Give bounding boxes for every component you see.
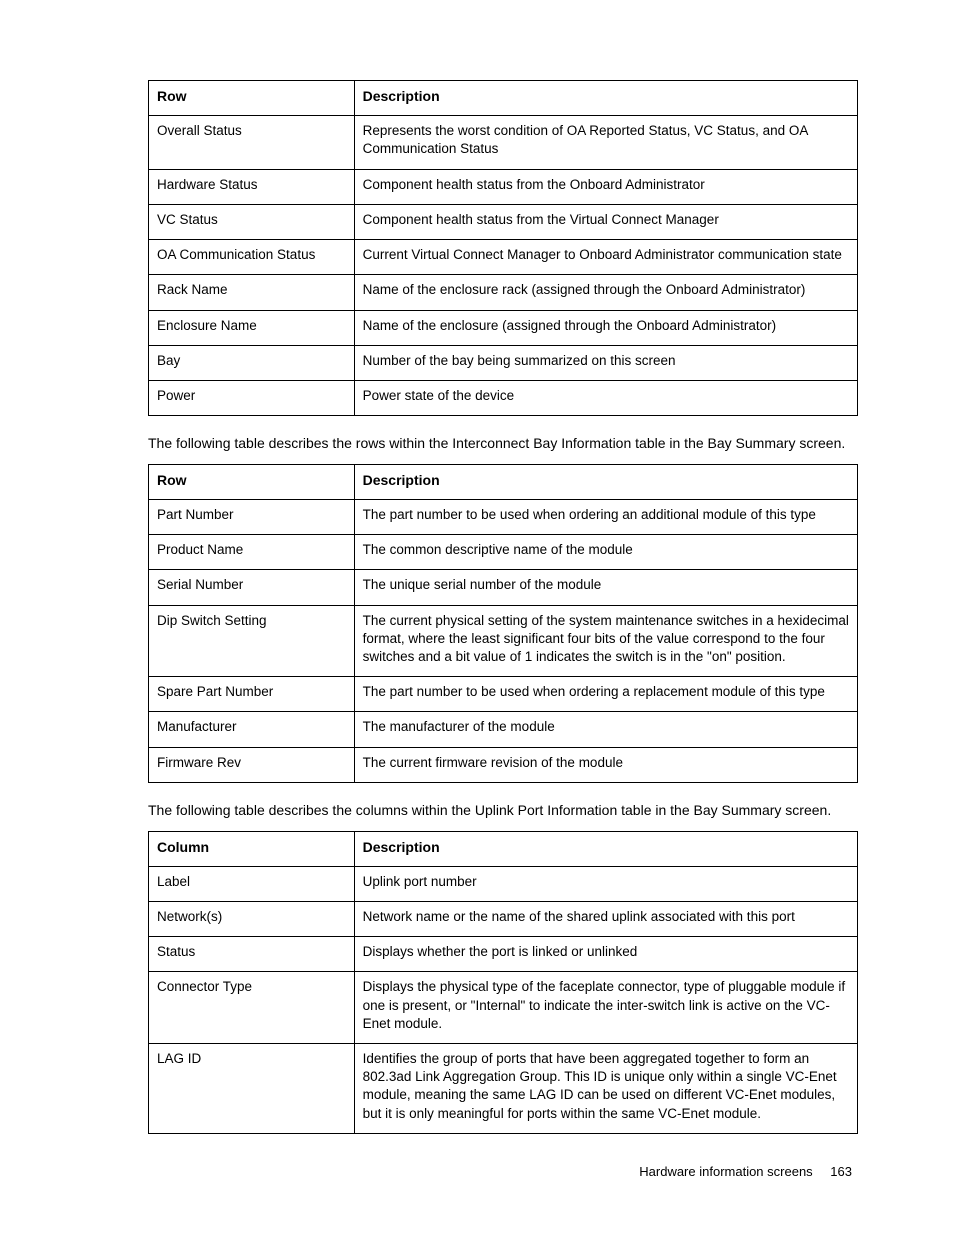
table-row: LabelUplink port number bbox=[149, 866, 858, 901]
table-cell: Uplink port number bbox=[354, 866, 857, 901]
table-cell: Part Number bbox=[149, 499, 355, 534]
table-cell: Rack Name bbox=[149, 275, 355, 310]
table-cell: Dip Switch Setting bbox=[149, 605, 355, 677]
table-row: ManufacturerThe manufacturer of the modu… bbox=[149, 712, 858, 747]
table-header-row: Row Description bbox=[149, 464, 858, 499]
table-row: Overall StatusRepresents the worst condi… bbox=[149, 116, 858, 169]
table-row: Part NumberThe part number to be used wh… bbox=[149, 499, 858, 534]
table-cell: Bay bbox=[149, 345, 355, 380]
table-cell: Component health status from the Onboard… bbox=[354, 169, 857, 204]
table-cell: Power bbox=[149, 380, 355, 415]
table-status: Row Description Overall StatusRepresents… bbox=[148, 80, 858, 416]
table-row: Connector TypeDisplays the physical type… bbox=[149, 972, 858, 1044]
table-row: Enclosure NameName of the enclosure (ass… bbox=[149, 310, 858, 345]
table-cell: Manufacturer bbox=[149, 712, 355, 747]
table-cell: Identifies the group of ports that have … bbox=[354, 1044, 857, 1134]
table-cell: LAG ID bbox=[149, 1044, 355, 1134]
table-cell: Label bbox=[149, 866, 355, 901]
table-cell: Hardware Status bbox=[149, 169, 355, 204]
table-header-cell: Row bbox=[149, 464, 355, 499]
table-header-cell: Description bbox=[354, 831, 857, 866]
page-footer: Hardware information screens 163 bbox=[639, 1164, 852, 1179]
footer-page-number: 163 bbox=[830, 1164, 852, 1179]
table-header-cell: Column bbox=[149, 831, 355, 866]
table-cell: The current firmware revision of the mod… bbox=[354, 747, 857, 782]
table-header-row: Row Description bbox=[149, 81, 858, 116]
table-cell: Status bbox=[149, 937, 355, 972]
table-cell: Network name or the name of the shared u… bbox=[354, 901, 857, 936]
table-cell: The common descriptive name of the modul… bbox=[354, 535, 857, 570]
table-row: PowerPower state of the device bbox=[149, 380, 858, 415]
table-cell: Power state of the device bbox=[354, 380, 857, 415]
table-header-cell: Row bbox=[149, 81, 355, 116]
table-cell: Displays whether the port is linked or u… bbox=[354, 937, 857, 972]
table-header-cell: Description bbox=[354, 81, 857, 116]
table-bay-info: Row Description Part NumberThe part numb… bbox=[148, 464, 858, 783]
table-row: Spare Part NumberThe part number to be u… bbox=[149, 677, 858, 712]
table-cell: Name of the enclosure (assigned through … bbox=[354, 310, 857, 345]
table-row: Dip Switch SettingThe current physical s… bbox=[149, 605, 858, 677]
table-cell: OA Communication Status bbox=[149, 240, 355, 275]
table-row: Rack NameName of the enclosure rack (ass… bbox=[149, 275, 858, 310]
table-cell: The part number to be used when ordering… bbox=[354, 499, 857, 534]
table-cell: Firmware Rev bbox=[149, 747, 355, 782]
table-header-row: Column Description bbox=[149, 831, 858, 866]
table-cell: Component health status from the Virtual… bbox=[354, 204, 857, 239]
table-row: Firmware RevThe current firmware revisio… bbox=[149, 747, 858, 782]
table-cell: Serial Number bbox=[149, 570, 355, 605]
table-row: OA Communication StatusCurrent Virtual C… bbox=[149, 240, 858, 275]
table-row: LAG IDIdentifies the group of ports that… bbox=[149, 1044, 858, 1134]
table-row: Serial NumberThe unique serial number of… bbox=[149, 570, 858, 605]
table-row: Product NameThe common descriptive name … bbox=[149, 535, 858, 570]
table-cell: Enclosure Name bbox=[149, 310, 355, 345]
page-content: Row Description Overall StatusRepresents… bbox=[148, 80, 858, 1134]
table-cell: The manufacturer of the module bbox=[354, 712, 857, 747]
intro-text-uplink: The following table describes the column… bbox=[148, 801, 858, 821]
table-cell: Spare Part Number bbox=[149, 677, 355, 712]
intro-text-bay-info: The following table describes the rows w… bbox=[148, 434, 858, 454]
table-row: StatusDisplays whether the port is linke… bbox=[149, 937, 858, 972]
table-cell: Overall Status bbox=[149, 116, 355, 169]
table-cell: The unique serial number of the module bbox=[354, 570, 857, 605]
table-cell: Current Virtual Connect Manager to Onboa… bbox=[354, 240, 857, 275]
table-row: Hardware StatusComponent health status f… bbox=[149, 169, 858, 204]
footer-section-title: Hardware information screens bbox=[639, 1164, 812, 1179]
table-cell: Displays the physical type of the facepl… bbox=[354, 972, 857, 1044]
table-row: VC StatusComponent health status from th… bbox=[149, 204, 858, 239]
table-row: BayNumber of the bay being summarized on… bbox=[149, 345, 858, 380]
table-cell: Product Name bbox=[149, 535, 355, 570]
table-cell: The current physical setting of the syst… bbox=[354, 605, 857, 677]
table-cell: Represents the worst condition of OA Rep… bbox=[354, 116, 857, 169]
table-row: Network(s)Network name or the name of th… bbox=[149, 901, 858, 936]
table-uplink: Column Description LabelUplink port numb… bbox=[148, 831, 858, 1134]
table-header-cell: Description bbox=[354, 464, 857, 499]
table-cell: Network(s) bbox=[149, 901, 355, 936]
table-cell: Number of the bay being summarized on th… bbox=[354, 345, 857, 380]
table-cell: Name of the enclosure rack (assigned thr… bbox=[354, 275, 857, 310]
table-cell: The part number to be used when ordering… bbox=[354, 677, 857, 712]
table-cell: Connector Type bbox=[149, 972, 355, 1044]
table-cell: VC Status bbox=[149, 204, 355, 239]
